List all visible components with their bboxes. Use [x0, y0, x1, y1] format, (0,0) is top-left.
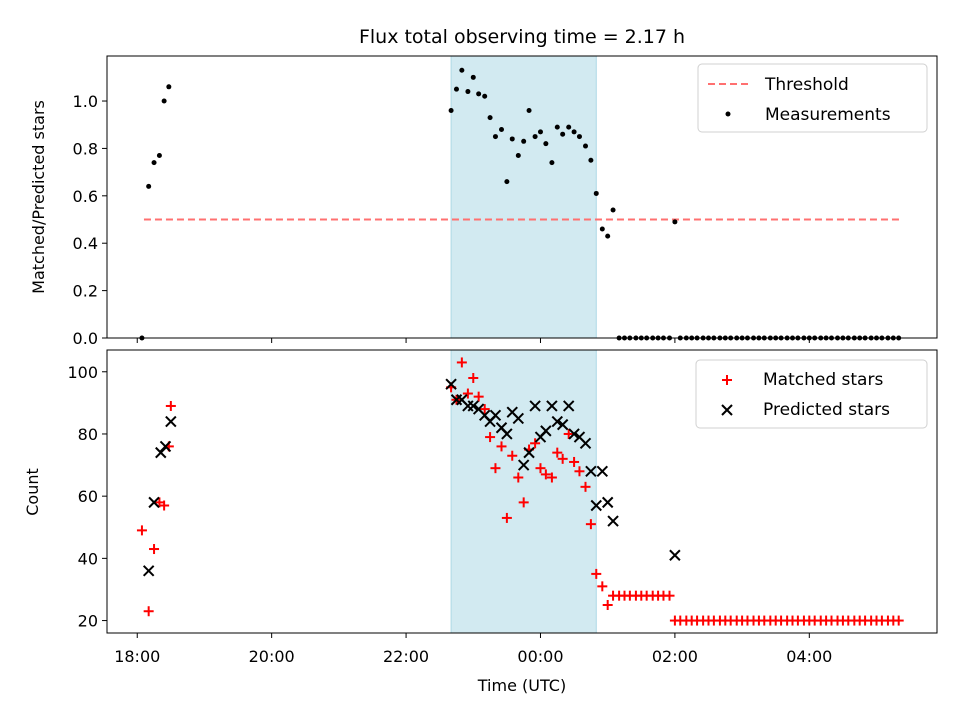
top-y-tick-label: 1.0 — [73, 92, 98, 111]
measurement-point — [504, 179, 509, 184]
top-y-tick-label: 0.8 — [73, 139, 98, 158]
predicted-star-point — [597, 466, 607, 476]
legend-measurements-label: Measurements — [765, 105, 891, 125]
legend-threshold-label: Threshold — [764, 75, 849, 95]
matched-star-point — [665, 591, 675, 601]
bottom-y-axis-label: Count — [23, 468, 42, 516]
predicted-star-point — [156, 448, 166, 458]
measurement-point — [476, 91, 481, 96]
measurement-point — [449, 108, 454, 113]
predicted-star-point — [144, 566, 154, 576]
measurement-point — [555, 125, 560, 130]
measurement-point — [471, 75, 476, 80]
matched-star-point — [597, 581, 607, 591]
observing-window-shade — [451, 56, 596, 338]
measurement-point — [166, 84, 171, 89]
measurement-point — [672, 219, 677, 224]
bottom-legend: Matched stars Predicted stars — [696, 360, 927, 428]
top-y-tick-label: 0.4 — [73, 234, 98, 253]
matched-star-point — [144, 606, 154, 616]
measurement-point — [577, 134, 582, 139]
matched-star-point — [166, 401, 176, 411]
x-tick-label: 04:00 — [786, 647, 832, 666]
bottom-panel: 20 40 60 80 100 18:00 20:00 22:00 00:00 02:00 04:… — [23, 350, 937, 695]
x-tick-label: 20:00 — [249, 647, 295, 666]
x-tick-label: 22:00 — [383, 647, 429, 666]
bottom-y-tick-label: 80 — [78, 425, 98, 444]
legend-measurements-swatch — [726, 112, 731, 117]
measurement-point — [152, 160, 157, 165]
measurement-point — [566, 125, 571, 130]
measurement-point — [499, 127, 504, 132]
bottom-y-tick-label: 60 — [78, 487, 98, 506]
top-y-tick-label: 0.6 — [73, 187, 98, 206]
measurement-point — [538, 129, 543, 134]
top-panel: 0.0 0.2 0.4 0.6 0.8 1.0 Matched/Predicted sta… — [29, 56, 937, 348]
measurement-point — [465, 89, 470, 94]
measurement-point — [611, 208, 616, 213]
measurement-point — [527, 108, 532, 113]
bottom-y-tick-label: 20 — [78, 612, 98, 631]
measurement-point — [488, 115, 493, 120]
x-tick-label: 00:00 — [517, 647, 563, 666]
legend-predicted-label: Predicted stars — [763, 400, 890, 420]
measurement-point — [454, 87, 459, 92]
chart-title: Flux total observing time = 2.17 h — [359, 26, 685, 48]
x-axis-label: Time (UTC) — [477, 676, 566, 695]
observing-window-shade — [451, 350, 596, 633]
measurement-point — [510, 136, 515, 141]
top-y-tick-label: 0.0 — [73, 329, 98, 348]
measurement-point — [560, 132, 565, 137]
measurement-point — [533, 134, 538, 139]
top-legend: Threshold Measurements — [698, 64, 927, 132]
matched-star-point — [603, 600, 613, 610]
measurement-point — [521, 139, 526, 144]
measurement-point — [516, 153, 521, 158]
top-y-tick-label: 0.2 — [73, 282, 98, 301]
measurement-point — [157, 153, 162, 158]
matched-star-point — [149, 544, 159, 554]
bottom-y-tick-label: 100 — [67, 363, 98, 382]
x-tick-label: 18:00 — [114, 647, 160, 666]
measurement-point — [605, 234, 610, 239]
predicted-star-point — [670, 550, 680, 560]
matched-star-point — [894, 616, 904, 626]
measurement-point — [594, 191, 599, 196]
measurement-point — [572, 129, 577, 134]
measurement-point — [459, 68, 464, 73]
predicted-star-point — [608, 516, 618, 526]
x-tick-label: 02:00 — [652, 647, 698, 666]
matched-star-point — [137, 525, 147, 535]
measurement-point — [162, 99, 167, 104]
legend-matched-label: Matched stars — [763, 370, 883, 390]
predicted-star-point — [603, 497, 613, 507]
measurement-point — [543, 141, 548, 146]
measurement-point — [588, 158, 593, 163]
measurement-point — [549, 160, 554, 165]
measurement-point — [146, 184, 151, 189]
measurement-point — [583, 144, 588, 149]
top-y-axis-label: Matched/Predicted stars — [29, 100, 48, 294]
measurement-point — [482, 94, 487, 99]
measurement-point — [600, 226, 605, 231]
measurement-point — [493, 134, 498, 139]
predicted-star-point — [166, 417, 176, 427]
bottom-y-tick-label: 40 — [78, 549, 98, 568]
figure: Flux total observing time = 2.17 h 0.00.… — [0, 0, 960, 720]
